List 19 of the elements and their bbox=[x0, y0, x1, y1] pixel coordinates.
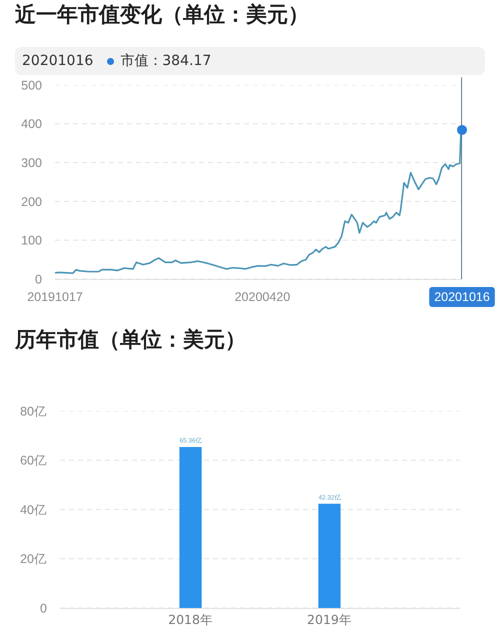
y-tick-label: 500 bbox=[21, 78, 42, 92]
y-tick-label: 300 bbox=[21, 156, 42, 170]
x-tick-label: 2019年 bbox=[307, 612, 352, 627]
x-tick-label: 20191017 bbox=[27, 290, 83, 304]
x-tick-label: 2018年 bbox=[168, 612, 213, 627]
y-tick-label: 80亿 bbox=[20, 404, 47, 418]
x-tick-label: 20200420 bbox=[234, 290, 290, 304]
tooltip-panel: 20201016 市值：384.17 bbox=[15, 47, 485, 75]
chart-title: 历年市值（单位：美元） bbox=[14, 328, 246, 352]
chart-title: 近一年市值变化（单位：美元） bbox=[14, 2, 309, 27]
y-tick-label: 20亿 bbox=[20, 552, 47, 566]
y-tick-label: 100 bbox=[21, 234, 42, 248]
x-tick-label: 20201016 bbox=[434, 290, 490, 304]
y-tick-label: 0 bbox=[40, 601, 48, 616]
y-tick-label: 40亿 bbox=[20, 502, 47, 517]
y-tick-label: 0 bbox=[35, 272, 42, 286]
y-tick-label: 60亿 bbox=[20, 454, 47, 468]
y-tick-label: 200 bbox=[21, 194, 42, 209]
y-tick-label: 400 bbox=[21, 117, 42, 132]
